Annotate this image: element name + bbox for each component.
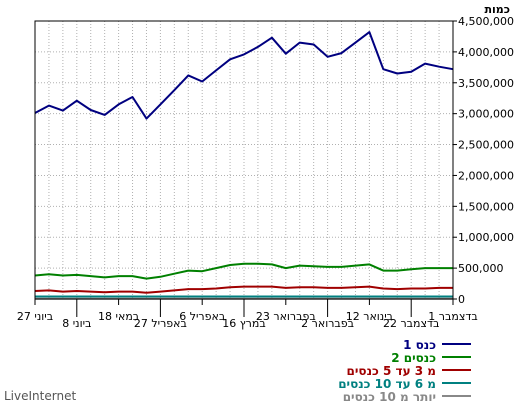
x-tick-label: 23 בפברואר	[256, 310, 316, 323]
legend-label-4: מ 6 עד 10 כנסים	[338, 377, 436, 391]
y-tick-label: 500,000	[458, 262, 504, 275]
y-tick-label: 2,000,000	[458, 169, 514, 182]
x-tick-label: 12 בינואר	[346, 310, 393, 323]
x-axis: 1 בדצמבר 12 בינואר 23 בפברואר 6 באפריל 18 במ…	[17, 299, 478, 330]
y-tick-label: 2,500,000	[458, 139, 514, 152]
x-tick-label: 27 ביוני	[17, 310, 53, 323]
y-axis: 0 500,000 1,000,000 1,500,000 2,000,000 2,500…	[453, 15, 514, 306]
brand-label: LiveInternet	[4, 389, 76, 403]
y-tick-label: 3,500,000	[458, 77, 514, 90]
y-tick-label: 4,000,000	[458, 46, 514, 59]
y-tick-label: 3,000,000	[458, 108, 514, 121]
legend-label-2: 2 כנסים	[391, 351, 436, 365]
series-line-1	[34, 31, 454, 120]
x-tick-label: 8 ביוני	[62, 317, 91, 330]
grid	[35, 21, 453, 299]
x-tick-label: 18 במאי	[98, 310, 139, 323]
x-tick-label: 2 בפברואר	[301, 317, 354, 330]
legend-label-3: מ 3 עד 5 כנסים	[347, 364, 436, 378]
x-tick-label: 6 באפריל	[179, 310, 225, 323]
y-tick-label: 1,500,000	[458, 200, 514, 213]
x-tick-label: 27 באפריל	[134, 317, 187, 330]
x-tick-label: 22 בדצמבר	[383, 317, 439, 330]
x-tick-label: 16 במרץ	[222, 317, 265, 330]
series-line-3	[34, 285, 453, 294]
legend-label-5: יותר מ 10 כנסים	[343, 390, 436, 404]
y-tick-label: 0	[458, 293, 465, 306]
x-tick-label: 1 בדצמבר	[428, 310, 477, 323]
y-tick-label: 4,500,000	[458, 15, 514, 28]
series-line-2	[34, 262, 453, 280]
unit-label: כמות	[485, 3, 510, 16]
y-tick-label: 1,000,000	[458, 231, 514, 244]
legend-label-1: כנס 1	[403, 338, 436, 352]
